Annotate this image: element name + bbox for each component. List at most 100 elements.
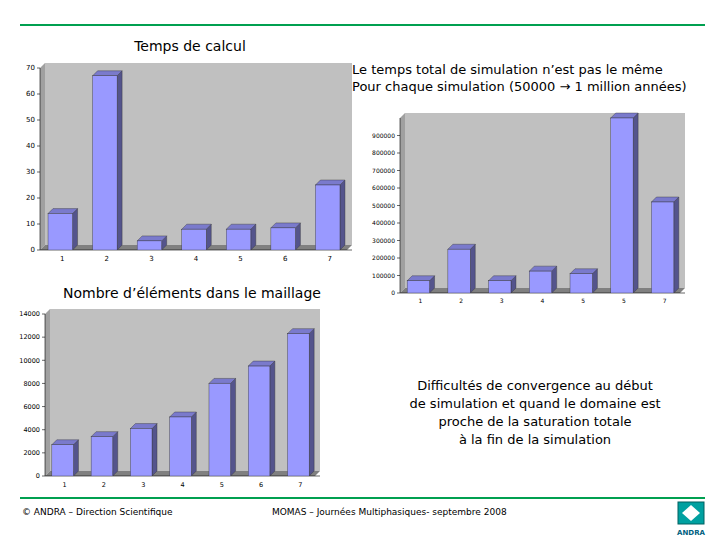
y-tick	[37, 120, 40, 121]
y-tick	[397, 293, 400, 294]
y-tick	[37, 146, 40, 147]
bar	[226, 229, 251, 250]
bar	[529, 271, 551, 293]
footer: © ANDRA – Direction Scientifique	[22, 507, 173, 517]
annotation: à la fin de la simulation	[459, 432, 611, 447]
y-tick-label: 6000	[23, 403, 40, 411]
y-tick-label: 8000	[23, 380, 40, 388]
y-tick-label: 30	[26, 168, 35, 176]
bar	[93, 76, 118, 250]
y-tick	[42, 406, 45, 407]
x-tick-label: 1	[418, 297, 422, 304]
bar-top	[170, 412, 197, 417]
top-rule	[20, 24, 705, 26]
x-tick-label: 7	[298, 481, 302, 489]
bar-side	[674, 197, 679, 293]
y-tick-label: 0	[31, 246, 35, 254]
y-tick	[42, 360, 45, 361]
y-tick-label: 300000	[372, 237, 395, 244]
chart: 020004000600080001000012000140001234567	[19, 309, 320, 489]
bar-top	[93, 71, 123, 76]
y-tick	[397, 188, 400, 189]
y-tick-label: 14000	[19, 310, 40, 318]
y-tick	[37, 250, 40, 251]
bar-side	[340, 180, 345, 250]
y-axis	[45, 314, 46, 476]
bar	[407, 281, 429, 293]
x-tick-label: 7	[663, 297, 667, 304]
x-tick-label: 6	[259, 481, 263, 489]
bar-top	[315, 180, 345, 185]
y-tick	[397, 135, 400, 136]
y-tick-label: 10	[26, 220, 35, 228]
annotation: Difficultés de convergence au début	[417, 378, 653, 393]
bar-top	[226, 224, 256, 229]
bar	[170, 417, 192, 476]
bar-side	[309, 329, 314, 476]
annotation: de simulation et quand le domaine est	[409, 396, 660, 411]
y-tick	[397, 153, 400, 154]
bar-top	[248, 361, 275, 366]
x-tick-label: 2	[105, 255, 109, 263]
bar	[137, 241, 162, 250]
x-tick-label: 2	[459, 297, 463, 304]
y-tick-label: 0	[391, 289, 395, 296]
y-tick	[37, 68, 40, 69]
bar-top	[209, 378, 236, 383]
x-tick-label: 4	[194, 255, 199, 263]
bar-side	[73, 209, 78, 250]
bar	[182, 229, 207, 250]
chart: 0102030405060701234567	[26, 63, 352, 263]
bar-top	[182, 224, 212, 229]
y-tick-label: 12000	[19, 333, 40, 341]
title: Temps de calcul	[133, 38, 246, 54]
bar-top	[570, 269, 597, 274]
y-tick-label: 700000	[372, 167, 395, 174]
bar	[130, 429, 152, 476]
y-tick	[42, 314, 45, 315]
bar-side	[113, 432, 118, 476]
y-tick-label: 600000	[372, 184, 395, 191]
y-tick-label: 70	[26, 64, 35, 72]
bar	[611, 118, 633, 293]
bar-top	[489, 276, 516, 281]
y-tick-label: 200000	[372, 254, 395, 261]
bar	[52, 445, 74, 476]
bar-side	[270, 361, 275, 476]
title: Nombre d’éléments dans le maillage	[63, 285, 321, 301]
y-tick	[397, 258, 400, 259]
side-wall	[400, 113, 405, 293]
bar-top	[288, 329, 315, 334]
bars	[407, 113, 679, 293]
bar	[288, 334, 310, 476]
bar-top	[651, 197, 678, 202]
x-tick-label: 3	[149, 255, 153, 263]
y-tick-label: 2000	[23, 449, 40, 457]
bar-top	[137, 236, 167, 241]
annotation: Pour chaque simulation (50000 → 1 millio…	[352, 79, 687, 94]
bar-top	[448, 244, 475, 249]
bar	[651, 202, 673, 293]
logo-mark	[682, 505, 700, 521]
bar-top	[271, 223, 301, 228]
x-tick-label: 3	[500, 297, 504, 304]
x-tick-label: 6	[283, 255, 288, 263]
x-tick-label: 5	[220, 481, 224, 489]
bar-side	[191, 412, 196, 476]
bar-top	[407, 276, 434, 281]
y-tick	[37, 94, 40, 95]
bar	[48, 214, 73, 250]
bar-top	[48, 209, 78, 214]
back-wall	[405, 113, 685, 288]
y-tick-label: 900000	[372, 132, 395, 139]
back-wall	[45, 63, 352, 245]
x-tick-label: 3	[141, 481, 145, 489]
y-tick-label: 40	[26, 142, 35, 150]
y-tick	[397, 170, 400, 171]
x-tick-label: 1	[63, 481, 67, 489]
bar	[248, 366, 270, 476]
logo-text: ANDRA	[677, 529, 705, 537]
x-tick-label: 1	[60, 255, 64, 263]
y-tick-label: 0	[36, 472, 40, 480]
x-tick-label: 5	[581, 297, 585, 304]
